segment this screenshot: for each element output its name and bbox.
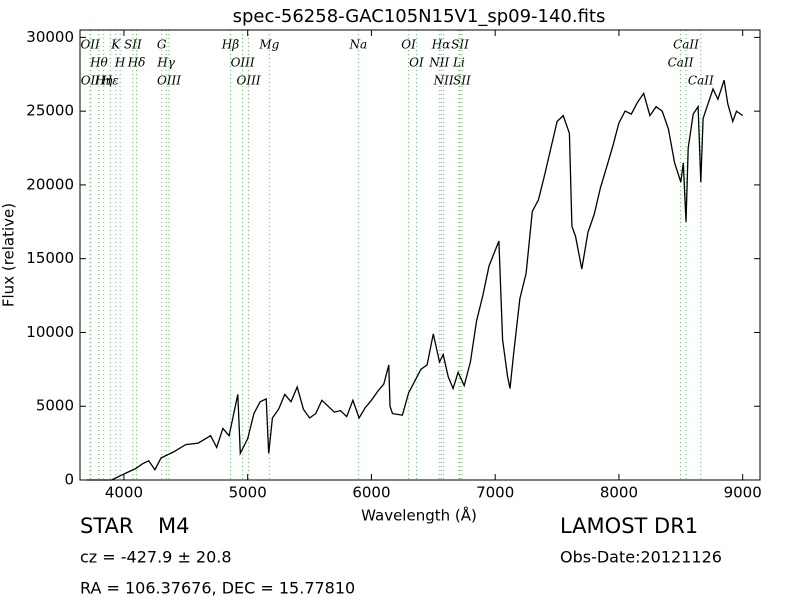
y-tick-label: 0 [64,471,74,489]
spectral-line-label: OI [401,38,416,52]
spectral-line-label: Mg [258,38,279,52]
spectral-line-label: CaII [668,56,694,70]
x-tick-label: 8000 [600,484,638,502]
spectral-line-label: Li [452,56,465,70]
spectral-line-label: G [157,38,167,52]
spectral-line-label: NII [428,56,449,70]
chart-title: spec-56258-GAC105N15V1_sp09-140.fits [233,6,606,27]
spectral-line-label: Hα [431,38,451,52]
spectral-line-label: OIII [231,56,255,70]
y-axis-title: Flux (relative) [0,203,18,307]
subclass: M4 [158,514,189,538]
coordinates: RA = 106.37676, DEC = 15.77810 [80,579,355,598]
spectral-line-label: Hγ [156,56,175,70]
spectral-line-label: K [110,38,121,52]
y-tick-label: 5000 [36,397,74,415]
spectral-line-label: Hβ [221,38,239,52]
spectral-line-label: NII [433,74,454,88]
spectral-line-label: Hδ [127,56,146,70]
y-tick-label: 10000 [26,323,74,341]
spectral-line-label: Hθ [89,56,108,70]
survey: LAMOST DR1 [560,514,698,538]
y-tick-label: 15000 [26,249,74,267]
spectral-line-label: Hη [94,74,113,88]
spectral-line-label: Hε [101,74,119,88]
spectral-line-label: OI [409,56,424,70]
spectral-line-label: OII [80,38,100,52]
y-tick-label: 30000 [26,28,74,46]
spectral-line-label: CaII [688,74,714,88]
obs-date: Obs-Date:20121126 [560,548,722,567]
x-tick-label: 6000 [352,484,390,502]
x-tick-label: 4000 [105,484,143,502]
x-tick-label: 5000 [229,484,267,502]
spectral-line-label: OIII [157,74,181,88]
x-tick-label: 9000 [724,484,762,502]
spectral-line-label: OII [81,74,101,88]
spectral-line-label: SII [453,74,471,88]
spectral-line-label: SII [451,38,469,52]
y-tick-label: 25000 [26,102,74,120]
x-tick-label: 7000 [476,484,514,502]
spectral-line-label: Na [348,38,367,52]
plot-frame [79,29,761,481]
y-tick-label: 20000 [26,175,74,193]
x-axis-title: Wavelength (Å) [361,506,477,525]
spectral-line-label: OIII [237,74,261,88]
spectral-line-label: H [114,56,126,70]
spectral-line-label: SII [124,38,142,52]
spectral-line-label: CaII [673,38,699,52]
object-class: STAR [80,514,133,538]
spectrum-line [86,79,744,481]
redshift: cz = -427.9 ± 20.8 [80,548,232,567]
